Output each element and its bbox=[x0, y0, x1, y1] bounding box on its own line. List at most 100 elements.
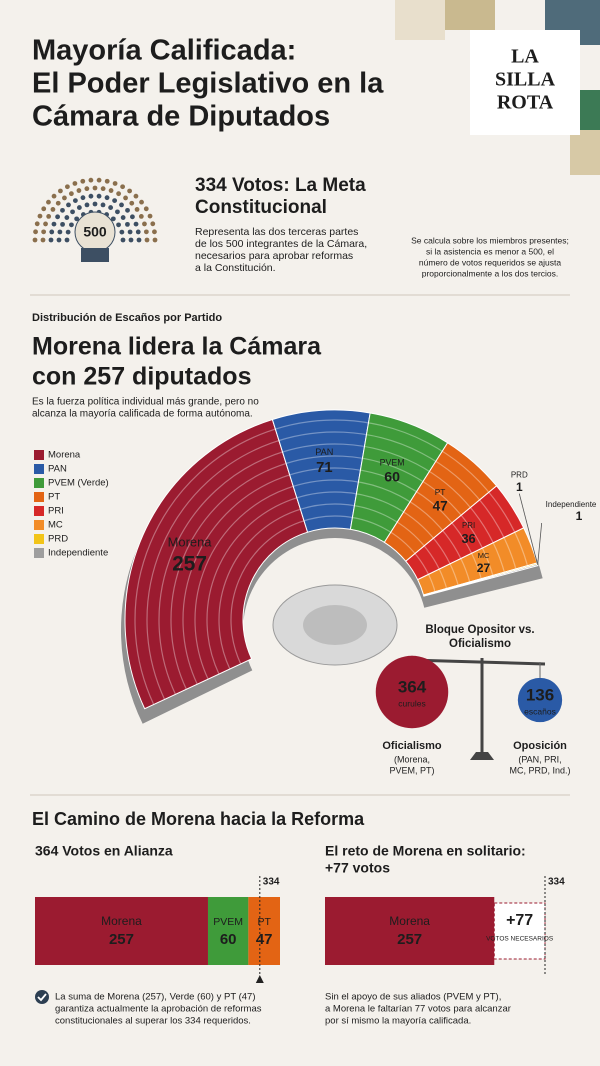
seat-icon bbox=[119, 229, 125, 235]
sector-label: PAN bbox=[315, 447, 333, 457]
bar-name: Morena bbox=[101, 914, 142, 928]
seat-row bbox=[218, 503, 448, 670]
bloc-members: MC, PRD, Ind.) bbox=[509, 765, 570, 775]
legend-swatch bbox=[34, 520, 44, 530]
balance-title: Bloque Opositor vs. bbox=[425, 624, 534, 636]
legend-swatch bbox=[34, 492, 44, 502]
bar-note: garantiza actualmente la aprobación de r… bbox=[55, 1004, 262, 1015]
seat-icon bbox=[142, 221, 147, 227]
seat-icon bbox=[41, 229, 47, 235]
seat-icon bbox=[64, 215, 70, 220]
seat-icon bbox=[125, 221, 130, 227]
seat-icon bbox=[43, 221, 48, 227]
title: Cámara de Diputados bbox=[32, 101, 330, 133]
seat-icon bbox=[51, 193, 57, 199]
legend-swatch bbox=[34, 534, 44, 544]
bloc-unit: curules bbox=[398, 698, 425, 708]
seat-icon bbox=[127, 229, 133, 235]
bloc-unit: escaños bbox=[524, 706, 556, 716]
sector-value: 36 bbox=[461, 531, 475, 546]
seat-icon bbox=[48, 237, 54, 243]
bloc-circle bbox=[375, 655, 449, 729]
seat-icon bbox=[108, 205, 114, 210]
bar-value: 47 bbox=[256, 931, 273, 948]
seat-row bbox=[146, 431, 518, 700]
seat-icon bbox=[138, 213, 144, 219]
logo-pattern bbox=[395, 0, 600, 175]
outside-label: Independiente bbox=[546, 500, 597, 509]
bloc-value: 364 bbox=[398, 677, 427, 696]
sector-label: Morena bbox=[168, 535, 213, 550]
bar-value: 257 bbox=[109, 931, 134, 948]
seat-icon bbox=[127, 188, 133, 194]
seat-icon bbox=[152, 229, 157, 235]
seat-icon bbox=[49, 229, 55, 235]
seat-icon bbox=[32, 237, 38, 243]
seat-icon bbox=[46, 213, 52, 219]
seat-icon bbox=[100, 202, 106, 208]
seat-icon bbox=[76, 188, 82, 193]
podium-icon bbox=[81, 248, 109, 262]
seat-icon bbox=[51, 221, 57, 227]
bar-note: por sí mismo la mayoría calificada. bbox=[325, 1016, 471, 1027]
seat-icon bbox=[112, 181, 118, 186]
seat-icon bbox=[110, 216, 116, 222]
logo: SILLA bbox=[495, 69, 556, 91]
seat-icon bbox=[96, 193, 102, 199]
seat-icon bbox=[80, 178, 86, 184]
logo: ROTA bbox=[497, 92, 554, 114]
bar-note: constitucionales al superar los 334 requ… bbox=[55, 1016, 251, 1027]
seat-icon bbox=[74, 216, 80, 222]
bar-value: 60 bbox=[220, 931, 237, 948]
legend-label: Morena bbox=[48, 450, 81, 461]
scale-beam bbox=[409, 658, 546, 666]
sector-value: 60 bbox=[384, 470, 400, 486]
seat-icon bbox=[57, 229, 63, 235]
goal-text: necesarios para aprobar reformas bbox=[195, 250, 353, 262]
seat-icon bbox=[143, 229, 149, 235]
section-title: Morena lidera la Cámara bbox=[32, 333, 322, 361]
seat-icon bbox=[108, 188, 114, 193]
title: El Poder Legislativo en la bbox=[32, 68, 384, 100]
seat-icon bbox=[96, 177, 102, 183]
seat-row bbox=[182, 467, 483, 685]
seat-icon bbox=[60, 221, 65, 227]
check-icon bbox=[35, 990, 49, 1004]
sector-label: PT bbox=[435, 487, 446, 497]
seat-icon bbox=[123, 195, 128, 201]
seat-icon bbox=[104, 195, 110, 201]
goal-note: número de votos requeridos se ajusta bbox=[419, 257, 561, 267]
sector-value: 47 bbox=[433, 498, 448, 513]
sector-value: 257 bbox=[172, 553, 207, 576]
outside-value: 1 bbox=[576, 509, 583, 523]
seat-row bbox=[194, 479, 471, 680]
seat-icon bbox=[46, 199, 51, 205]
bar-segment bbox=[35, 897, 208, 965]
seat-icon bbox=[120, 184, 126, 190]
seat-icon bbox=[60, 207, 65, 213]
bloc-members: (PAN, PRI, bbox=[518, 754, 561, 764]
legend-label: PT bbox=[48, 492, 60, 503]
title: Mayoría Calificada: bbox=[32, 35, 296, 67]
sector-label: PVEM bbox=[380, 457, 405, 467]
seat-icon bbox=[80, 195, 86, 201]
outside-label: PRD bbox=[511, 471, 528, 480]
bar-note: a Morena le faltarían 77 votos para alca… bbox=[325, 1004, 511, 1015]
seat-icon bbox=[33, 229, 38, 235]
legend-swatch bbox=[34, 464, 44, 474]
bar-note: Sin el apoyo de sus aliados (PVEM y PT), bbox=[325, 992, 501, 1003]
seat-icon bbox=[41, 206, 47, 212]
bar-note: La suma de Morena (257), Verde (60) y PT… bbox=[55, 992, 255, 1003]
legend-swatch bbox=[34, 478, 44, 488]
seat-icon bbox=[68, 191, 74, 197]
goal-text: de los 500 integrantes de la Cámara, bbox=[195, 238, 367, 250]
seat-icon bbox=[69, 222, 74, 228]
section-subtitle: Es la fuerza política individual más gra… bbox=[32, 397, 259, 408]
scale-foot bbox=[470, 752, 494, 760]
seat-icon bbox=[57, 188, 63, 194]
seat-icon bbox=[150, 221, 156, 227]
seat-icon bbox=[120, 215, 126, 220]
seat-icon bbox=[136, 237, 142, 243]
seat-icon bbox=[88, 177, 94, 183]
seat-icon bbox=[147, 213, 153, 219]
